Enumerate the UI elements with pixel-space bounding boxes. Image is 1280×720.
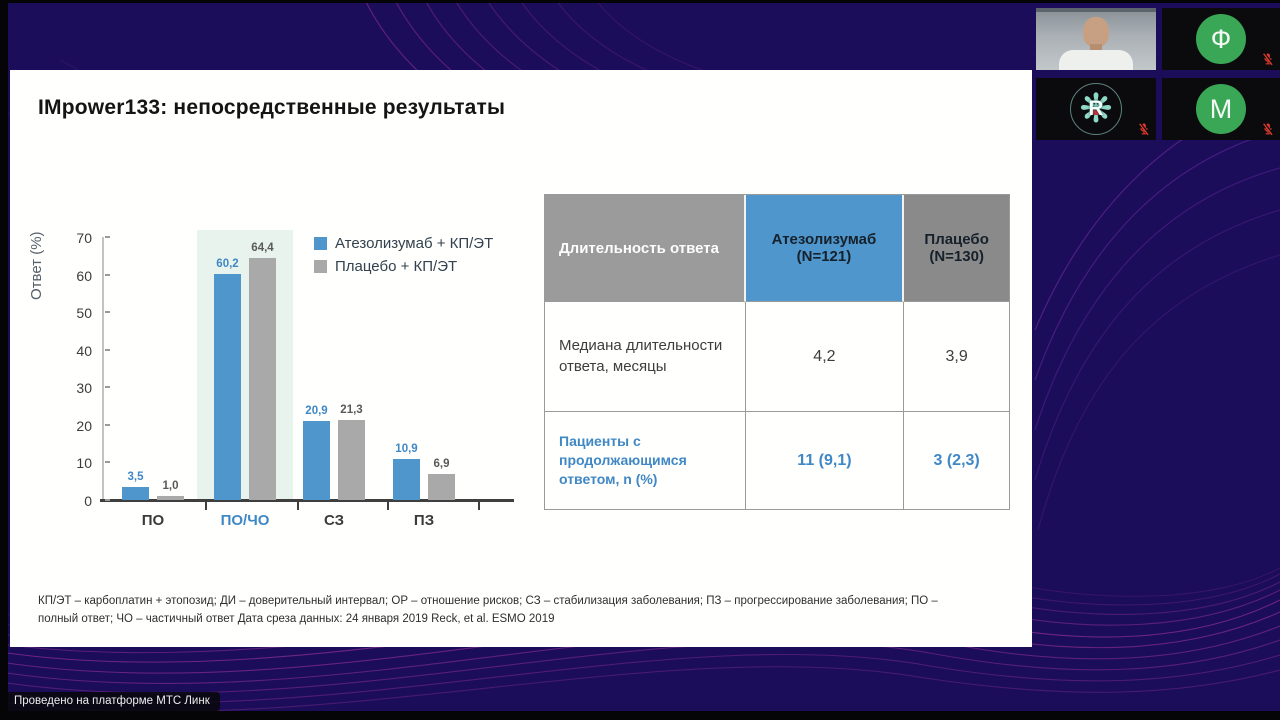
y-tick-label: 40 bbox=[76, 342, 92, 359]
presenter-video bbox=[1036, 8, 1156, 70]
y-tick-mark bbox=[105, 273, 110, 276]
slide-title: IMpower133: непосредственные результаты bbox=[38, 96, 506, 119]
x-axis-line bbox=[100, 499, 514, 502]
left-letterbox bbox=[0, 0, 8, 720]
bar-value-label: 6,9 bbox=[433, 458, 450, 471]
presentation-slide: IMpower133: непосредственные результаты … bbox=[10, 70, 1032, 647]
bar-atezolizumab-СЗ bbox=[303, 421, 330, 500]
legend-item-atezolizumab: Атезолизумаб + КП/ЭТ bbox=[314, 235, 493, 252]
y-tick-label: 0 bbox=[84, 493, 92, 509]
y-tick-label: 30 bbox=[76, 380, 92, 397]
row-label: Пациенты с продолжающимся ответом, n (%) bbox=[559, 433, 687, 487]
y-tick-mark bbox=[105, 236, 110, 238]
bar-atezolizumab-ПО/ЧО bbox=[214, 273, 241, 500]
presenter-head bbox=[1083, 17, 1109, 47]
mic-muted-icon bbox=[1263, 122, 1274, 136]
video-tile-participant-m[interactable]: М bbox=[1162, 78, 1280, 140]
platform-badge: Проведено на платформе МТС Линк bbox=[4, 692, 220, 711]
bar-value-label: 21,3 bbox=[340, 403, 363, 416]
y-tick-mark bbox=[105, 461, 110, 464]
bar-placebo-СЗ bbox=[338, 419, 365, 500]
bar-placebo-ПО/ЧО bbox=[249, 258, 276, 500]
bar-value-label: 60,2 bbox=[216, 257, 239, 270]
top-letterbox bbox=[0, 0, 1280, 3]
slide-footnote: КП/ЭТ – карбоплатин + этопозид; ДИ – дов… bbox=[38, 593, 983, 629]
x-category-label-ПО/ЧО: ПО/ЧО bbox=[220, 512, 270, 529]
bar-value-label: 3,5 bbox=[127, 470, 144, 483]
legend-item-placebo: Плацебо + КП/ЭТ bbox=[314, 258, 493, 275]
chart-legend: Атезолизумаб + КП/ЭТ Плацебо + КП/ЭТ bbox=[314, 235, 493, 281]
bar-chart-plot: Атезолизумаб + КП/ЭТ Плацебо + КП/ЭТ 0 10… bbox=[76, 230, 514, 529]
table-header-row: Длительность ответа Атезолизумаб (N=121)… bbox=[545, 195, 1010, 302]
video-tile-participant-f[interactable]: Ф bbox=[1162, 8, 1280, 70]
mic-muted-icon bbox=[1139, 122, 1150, 136]
y-tick-mark bbox=[105, 423, 110, 426]
legend-label: Атезолизумаб + КП/ЭТ bbox=[335, 235, 494, 252]
duration-of-response-table: Длительность ответа Атезолизумаб (N=121)… bbox=[544, 194, 1010, 510]
logo-letter: R bbox=[1088, 97, 1104, 120]
mic-muted-icon bbox=[1263, 52, 1274, 66]
x-tick-mark bbox=[387, 502, 389, 510]
cell-value: 3 (2,3) bbox=[933, 451, 980, 469]
legend-label: Плацебо + КП/ЭТ bbox=[335, 258, 458, 275]
table-header-atezolizumab: Атезолизумаб (N=121) bbox=[745, 195, 905, 302]
bar-value-label: 20,9 bbox=[305, 405, 328, 418]
x-tick-mark bbox=[478, 502, 480, 510]
video-tile-presenter[interactable] bbox=[1036, 8, 1156, 70]
highlight-band bbox=[197, 230, 293, 500]
y-tick-mark bbox=[105, 499, 110, 501]
y-tick-label: 50 bbox=[76, 305, 92, 322]
table-row-median: Медиана длительности ответа, месяцы 4,2 … bbox=[545, 302, 1010, 412]
bar-placebo-ПО bbox=[157, 496, 184, 500]
bottom-letterbox bbox=[0, 711, 1280, 720]
legend-swatch-gray bbox=[314, 260, 327, 273]
avatar: Ф bbox=[1196, 14, 1246, 64]
table-header-duration: Длительность ответа bbox=[545, 195, 746, 302]
legend-swatch-blue bbox=[314, 237, 327, 250]
y-tick-mark bbox=[105, 311, 110, 314]
x-tick-mark bbox=[297, 502, 299, 510]
table-row-ongoing-response: Пациенты с продолжающимся ответом, n (%)… bbox=[545, 412, 1010, 509]
y-tick-mark bbox=[105, 386, 110, 389]
y-tick-label: 20 bbox=[76, 417, 92, 434]
bar-placebo-ПЗ bbox=[428, 474, 455, 500]
cell-value: 11 (9,1) bbox=[797, 451, 852, 469]
presenter-neck bbox=[1090, 44, 1102, 52]
y-tick-label: 10 bbox=[76, 455, 92, 472]
x-category-label-ПО: ПО bbox=[141, 512, 165, 529]
bar-value-label: 10,9 bbox=[395, 443, 418, 456]
table-header-placebo: Плацебо (N=130) bbox=[904, 195, 1010, 302]
footnote-line: КП/ЭТ – карбоплатин + этопозид; ДИ – дов… bbox=[38, 595, 938, 607]
presenter-shirt bbox=[1059, 50, 1133, 70]
y-tick-label: 60 bbox=[76, 267, 92, 284]
bar-value-label: 64,4 bbox=[251, 242, 274, 255]
video-tile-participant-logo[interactable]: ❋ R bbox=[1036, 78, 1156, 140]
logo-red-accent bbox=[1093, 108, 1100, 115]
y-tick-label: 70 bbox=[76, 230, 92, 246]
cell-value: 4,2 bbox=[813, 347, 836, 365]
x-category-label-ПЗ: ПЗ bbox=[413, 512, 435, 529]
x-tick-mark bbox=[205, 502, 207, 510]
company-logo: ❋ R bbox=[1070, 83, 1122, 135]
cell-value: 3,9 bbox=[945, 347, 968, 365]
bar-value-label: 1,0 bbox=[162, 480, 179, 493]
bar-atezolizumab-ПЗ bbox=[393, 459, 420, 500]
avatar: М bbox=[1196, 84, 1246, 134]
y-axis-line bbox=[102, 237, 104, 500]
bar-atezolizumab-ПО bbox=[122, 486, 149, 500]
row-label: Медиана длительности ответа, месяцы bbox=[559, 337, 723, 375]
y-tick-mark bbox=[105, 348, 110, 351]
x-category-label-СЗ: СЗ bbox=[323, 512, 345, 529]
footnote-line: полный ответ; ЧО – частичный ответ Дата … bbox=[38, 612, 555, 625]
y-axis-title: Ответ (%) bbox=[28, 231, 45, 300]
